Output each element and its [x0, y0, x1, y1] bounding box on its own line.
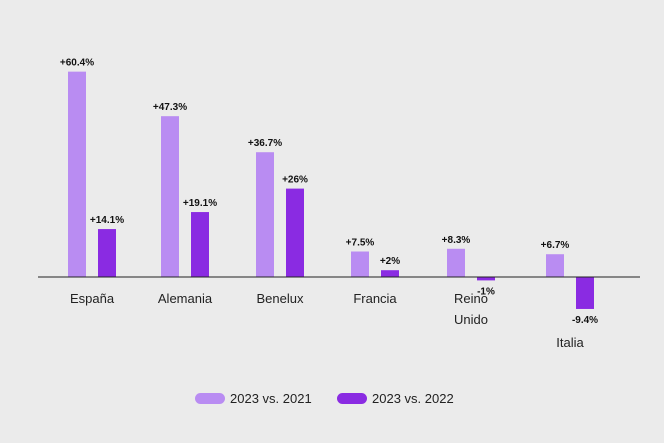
data-label-reino-unido-2023-vs-2022: -1% — [477, 286, 495, 297]
bar-italia-2023-vs-2022 — [576, 277, 594, 309]
legend-label-2023-vs-2022: 2023 vs. 2022 — [372, 391, 454, 406]
legend-swatch-2023-vs-2022 — [337, 393, 367, 404]
bar-francia-2023-vs-2021 — [351, 251, 369, 277]
bar-alemania-2023-vs-2021 — [161, 116, 179, 278]
data-label-italia-2023-vs-2021: +6.7% — [541, 240, 570, 251]
category-label-alemania: Alemania — [158, 291, 213, 306]
data-label-espana-2023-vs-2022: +14.1% — [90, 215, 124, 226]
bar-reino-unido-2023-vs-2021 — [447, 248, 465, 277]
bar-reino-unido-2023-vs-2022 — [477, 277, 495, 281]
category-label-reino-unido: Reino Unido — [454, 291, 488, 327]
category-label-espana: España — [70, 291, 115, 306]
category-label-benelux: Benelux — [257, 291, 304, 306]
data-label-italia-2023-vs-2022: -9.4% — [572, 315, 598, 326]
category-label-francia: Francia — [353, 291, 397, 306]
bar-alemania-2023-vs-2022 — [191, 212, 209, 277]
data-label-francia-2023-vs-2022: +2% — [380, 256, 400, 267]
data-label-benelux-2023-vs-2022: +26% — [282, 175, 308, 186]
category-label-italia: Italia — [556, 335, 584, 350]
data-label-alemania-2023-vs-2021: +47.3% — [153, 102, 187, 113]
bar-italia-2023-vs-2021 — [546, 254, 564, 277]
bar-espana-2023-vs-2021 — [68, 71, 86, 277]
bar-benelux-2023-vs-2022 — [286, 188, 304, 277]
data-label-espana-2023-vs-2021: +60.4% — [60, 58, 94, 69]
legend: 2023 vs. 2021 2023 vs. 2022 — [195, 391, 454, 406]
data-label-francia-2023-vs-2021: +7.5% — [346, 238, 375, 249]
bar-francia-2023-vs-2022 — [381, 270, 399, 277]
bar-benelux-2023-vs-2021 — [256, 152, 274, 277]
data-label-reino-unido-2023-vs-2021: +8.3% — [442, 235, 471, 246]
legend-label-2023-vs-2021: 2023 vs. 2021 — [230, 391, 312, 406]
data-label-benelux-2023-vs-2021: +36.7% — [248, 138, 282, 149]
labels-layer: +60.4% +14.1% España +47.3% +19.1% Alemania +3… — [60, 58, 598, 350]
bar-espana-2023-vs-2022 — [98, 229, 116, 277]
bars-layer — [68, 71, 594, 309]
legend-swatch-2023-vs-2021 — [195, 393, 225, 404]
data-label-alemania-2023-vs-2022: +19.1% — [183, 198, 217, 209]
